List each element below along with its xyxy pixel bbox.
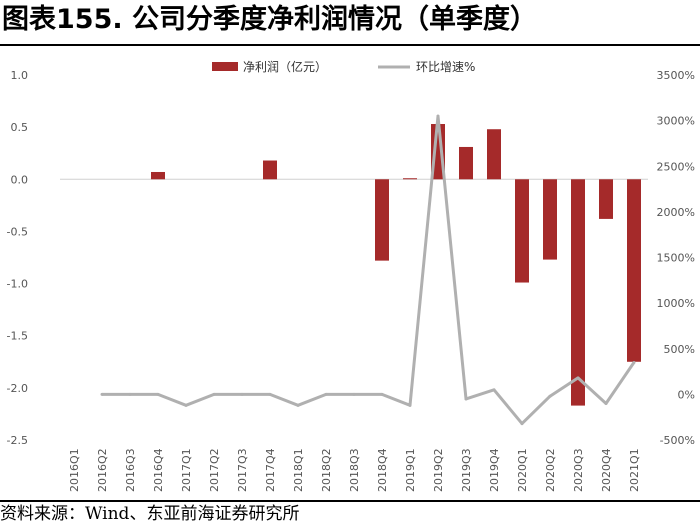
profit-bar bbox=[627, 179, 641, 362]
x-tick-label: 2018Q1 bbox=[292, 448, 305, 492]
left-tick-label: 0.0 bbox=[11, 173, 29, 186]
x-tick-label: 2018Q2 bbox=[320, 448, 333, 492]
profit-bar bbox=[151, 171, 165, 180]
right-tick-label: 1000% bbox=[657, 297, 695, 310]
line-series bbox=[100, 114, 636, 426]
profit-bar bbox=[599, 179, 613, 219]
growth-point bbox=[632, 360, 636, 364]
x-tick-label: 2017Q3 bbox=[236, 448, 249, 492]
x-tick-label: 2017Q4 bbox=[264, 448, 277, 492]
x-tick-label: 2016Q1 bbox=[68, 448, 81, 492]
right-tick-label: 2500% bbox=[657, 160, 695, 173]
growth-point bbox=[128, 392, 132, 396]
x-tick-label: 2018Q3 bbox=[348, 448, 361, 492]
x-tick-label: 2020Q3 bbox=[572, 448, 585, 492]
left-tick-label: 0.5 bbox=[11, 121, 29, 134]
growth-point bbox=[156, 392, 160, 396]
profit-bar bbox=[263, 160, 277, 180]
left-tick-label: -1.0 bbox=[7, 278, 28, 291]
x-tick-label: 2016Q2 bbox=[96, 448, 109, 492]
left-tick-label: -2.0 bbox=[7, 382, 28, 395]
profit-bar bbox=[403, 178, 417, 180]
growth-point bbox=[548, 394, 552, 398]
legend-bar-label: 净利润（亿元） bbox=[243, 59, 327, 74]
right-tick-label: 3000% bbox=[657, 115, 695, 128]
left-tick-label: -1.5 bbox=[7, 330, 28, 343]
right-tick-label: 500% bbox=[664, 343, 695, 356]
growth-point bbox=[576, 376, 580, 380]
right-tick-label: 2000% bbox=[657, 206, 695, 219]
growth-point bbox=[296, 403, 300, 407]
bar-series bbox=[151, 124, 641, 406]
x-tick-label: 2019Q2 bbox=[432, 448, 445, 492]
growth-point bbox=[240, 392, 244, 396]
figure-title: 图表155. 公司分季度净利润情况（单季度） bbox=[2, 4, 538, 35]
left-tick-label: -2.5 bbox=[7, 434, 28, 447]
profit-bar bbox=[459, 146, 473, 180]
x-tick-label: 2019Q1 bbox=[404, 448, 417, 492]
source-rule bbox=[0, 500, 700, 502]
profit-bar bbox=[571, 179, 585, 406]
x-tick-label: 2020Q1 bbox=[516, 448, 529, 492]
growth-point bbox=[324, 392, 328, 396]
legend-bar-swatch bbox=[212, 62, 238, 71]
right-tick-label: 3500% bbox=[657, 69, 695, 82]
growth-point bbox=[100, 392, 104, 396]
left-axis: 1.0 0.5 0.0 -0.5 -1.0 -1.5 -2.0 -2.5 bbox=[7, 69, 28, 447]
x-tick-label: 2021Q1 bbox=[628, 448, 641, 492]
x-tick-label: 2017Q1 bbox=[180, 448, 193, 492]
growth-point bbox=[436, 114, 440, 118]
growth-point bbox=[604, 402, 608, 405]
right-tick-label: 1500% bbox=[657, 252, 695, 265]
growth-line bbox=[102, 114, 636, 426]
x-tick-label: 2016Q4 bbox=[152, 448, 165, 492]
growth-point bbox=[408, 403, 412, 407]
profit-bar bbox=[375, 179, 389, 261]
growth-point bbox=[520, 422, 524, 426]
x-tick-label: 2017Q2 bbox=[208, 448, 221, 492]
left-tick-label: 1.0 bbox=[11, 69, 29, 82]
x-tick-label: 2020Q4 bbox=[600, 448, 613, 492]
growth-point bbox=[184, 403, 188, 407]
profit-bar bbox=[487, 129, 501, 180]
x-tick-label: 2019Q3 bbox=[460, 448, 473, 492]
x-tick-label: 2020Q2 bbox=[544, 448, 557, 492]
left-tick-label: -0.5 bbox=[7, 225, 28, 238]
x-tick-label: 2018Q4 bbox=[376, 448, 389, 492]
growth-point bbox=[492, 388, 496, 392]
title-rule bbox=[0, 44, 700, 46]
chart: 1.0 0.5 0.0 -0.5 -1.0 -1.5 -2.0 -2.5 3500% 3000%… bbox=[7, 59, 695, 492]
source-note: 资料来源：Wind、东亚前海证券研究所 bbox=[0, 504, 300, 524]
growth-point bbox=[380, 392, 384, 396]
growth-point bbox=[268, 392, 272, 396]
growth-point bbox=[212, 392, 216, 396]
right-tick-label: -500% bbox=[660, 434, 695, 447]
growth-point bbox=[352, 392, 356, 396]
x-tick-label: 2016Q3 bbox=[124, 448, 137, 492]
growth-point bbox=[464, 397, 468, 401]
legend: 净利润（亿元） 环比增速% bbox=[212, 59, 475, 74]
x-axis: 2016Q1 2016Q2 2016Q3 2016Q4 2017Q1 2017Q2 2017… bbox=[60, 178, 648, 492]
profit-bar bbox=[515, 179, 529, 283]
profit-bar bbox=[543, 179, 557, 260]
right-tick-label: 0% bbox=[678, 388, 695, 401]
x-tick-label: 2019Q4 bbox=[488, 448, 501, 492]
right-axis: 3500% 3000% 2500% 2000% 1500% 1000% 500% 0% -500… bbox=[657, 69, 695, 447]
legend-line-label: 环比增速% bbox=[416, 60, 475, 74]
